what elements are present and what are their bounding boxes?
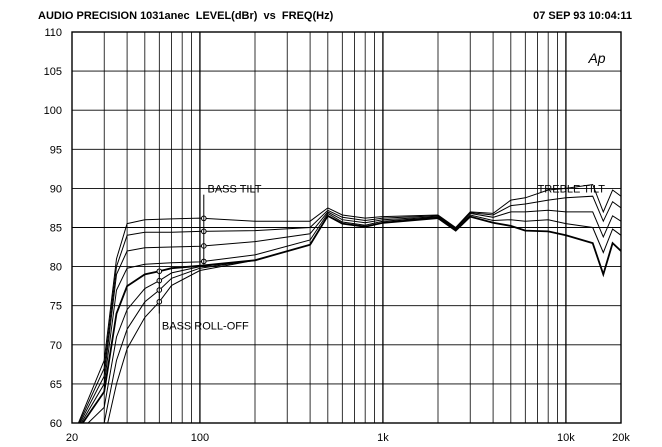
series-line [77,183,621,423]
chart-annotation: TREBLE TILT [538,183,606,195]
chart-markers-group [156,194,207,314]
x-tick-label: 1k [377,432,389,444]
y-tick-label: 70 [50,340,62,352]
y-tick-label: 90 [50,183,62,195]
y-tick-label: 95 [50,144,62,156]
series-line [81,214,621,423]
y-tick-label: 105 [44,66,62,78]
chart-annotations: BASS TILT TREBLE TILT BASS ROLL-OFF [162,183,605,332]
x-tick-label: 20 [66,432,78,444]
y-tick-label: 75 [50,301,62,313]
x-tick-label: 20k [612,432,630,444]
y-tick-label: 60 [50,418,62,430]
chart-header-timestamp: 07 SEP 93 10:04:11 [533,10,632,22]
chart-axis-labels: 60 65 70 75 80 85 90 95 100 105 110 20 100 1k 10k 20k Ap [44,27,631,444]
chart-grid [71,31,622,424]
series-line [78,195,621,423]
series-line [79,209,621,423]
y-tick-label: 110 [44,27,62,39]
series-line [80,212,621,423]
plot-frame [71,31,622,424]
y-tick-label: 85 [50,223,62,235]
chart-annotation: BASS TILT [207,183,261,195]
x-tick-label: 10k [557,432,575,444]
ap-logo: Ap [587,50,605,66]
chart-annotation: BASS ROLL-OFF [162,320,249,332]
x-tick-label: 100 [191,432,209,444]
y-tick-label: 65 [50,379,62,391]
y-tick-label: 100 [44,105,62,117]
y-tick-label: 80 [50,262,62,274]
chart-series-group [77,183,621,423]
chart-header-title: AUDIO PRECISION 1031anec LEVEL(dBr) vs F… [38,10,334,22]
